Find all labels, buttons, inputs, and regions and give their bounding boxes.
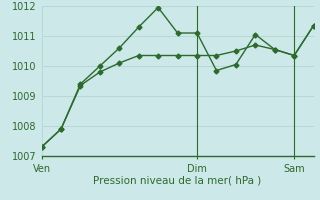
X-axis label: Pression niveau de la mer( hPa ): Pression niveau de la mer( hPa ) <box>93 175 262 185</box>
